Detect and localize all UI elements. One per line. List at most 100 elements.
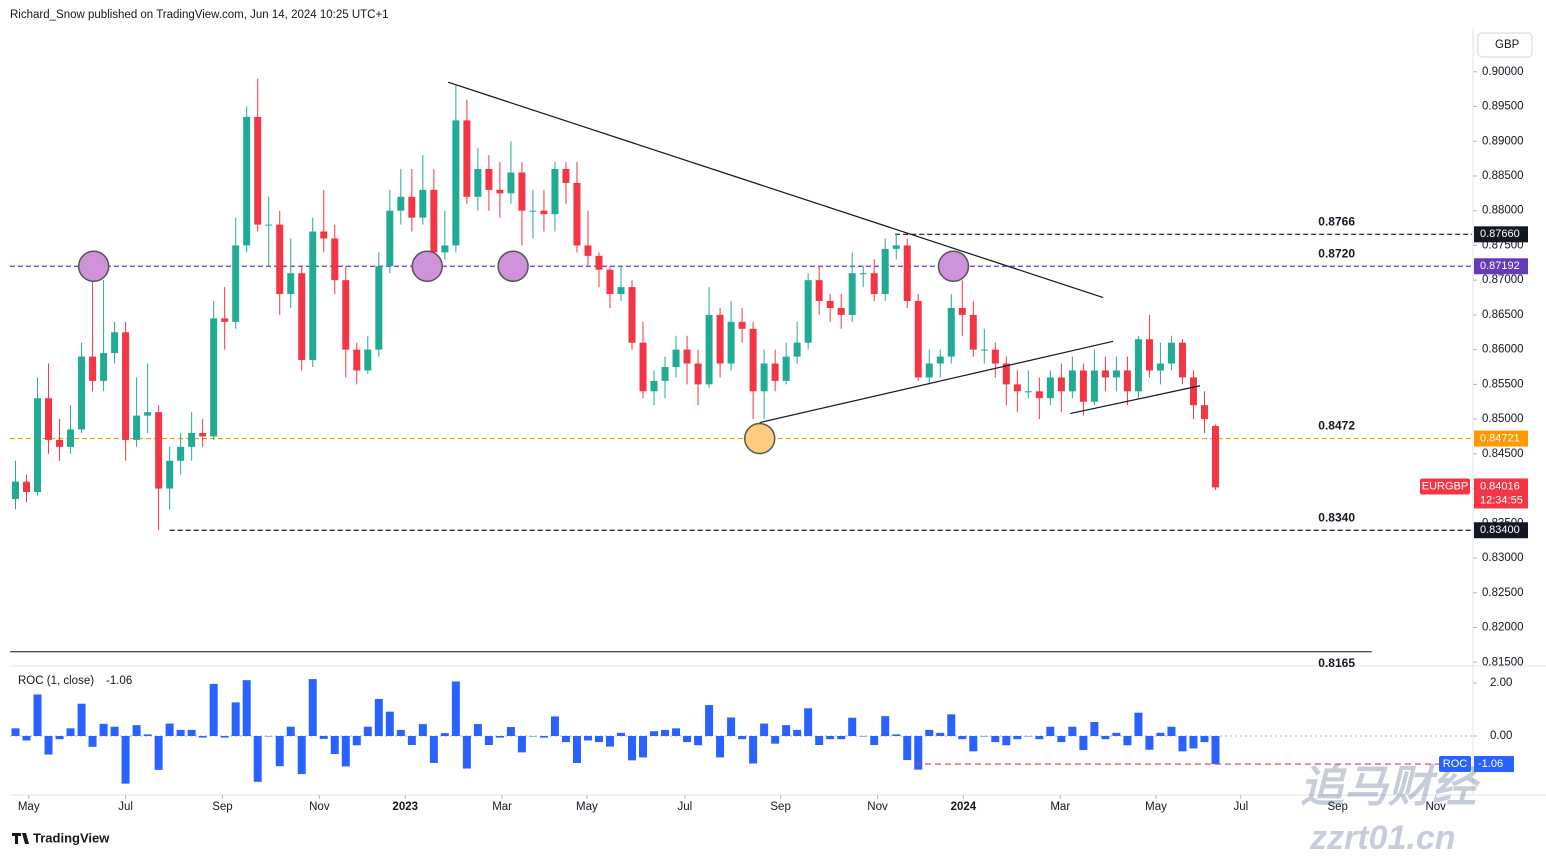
roc-bar <box>793 729 802 736</box>
level-label: 0.8766 <box>1318 214 1355 228</box>
roc-bar <box>881 716 890 736</box>
roc-bar <box>914 735 923 770</box>
roc-bar <box>1156 732 1165 736</box>
plot: 0.90000 0.89500 0.89000 0.88500 0.88000 0.875… <box>10 66 1528 813</box>
x-tick-label: May <box>18 801 40 813</box>
roc-bar <box>429 735 438 763</box>
candle-body <box>45 398 53 440</box>
roc-bar <box>760 723 769 736</box>
x-tick-label: May <box>1145 801 1167 813</box>
candle-body <box>672 349 680 367</box>
candle-body <box>353 349 361 371</box>
y-tick-label: 0.84500 <box>1482 448 1524 460</box>
roc-bar <box>980 735 989 737</box>
x-tick-label: Nov <box>867 801 888 813</box>
roc-bar <box>330 735 339 754</box>
roc-bar <box>88 735 97 747</box>
candle-body <box>683 349 691 364</box>
x-tick-label: Mar <box>492 801 512 813</box>
y-tick-label: 0.88500 <box>1482 170 1524 182</box>
candle-body <box>12 481 20 499</box>
roc-bar <box>396 729 405 736</box>
candle-body <box>1167 342 1175 364</box>
roc-bar <box>77 703 86 736</box>
candle-body <box>199 432 207 437</box>
candle-body <box>67 429 75 447</box>
roc-bar <box>1145 735 1154 750</box>
candle-body <box>859 273 867 275</box>
candle-body <box>1112 370 1120 378</box>
brand-logo <box>12 833 29 844</box>
currency-button[interactable] <box>1477 32 1533 58</box>
roc-bar <box>198 735 207 738</box>
roc-bar <box>727 717 736 736</box>
roc-bar <box>683 735 692 743</box>
candle-body <box>727 321 735 364</box>
roc-bar <box>539 735 548 738</box>
price-tag <box>1474 226 1528 243</box>
roc-bar <box>528 735 537 737</box>
candle-body <box>1024 391 1032 393</box>
roc-bar <box>22 735 31 741</box>
candle-body <box>958 307 966 315</box>
price-tag <box>1474 430 1528 447</box>
roc-bar <box>352 735 361 746</box>
roc-bar <box>1167 726 1176 736</box>
indicator-tag-label: ROC <box>1443 758 1468 770</box>
x-tick-label: Nov <box>1425 801 1446 813</box>
roc-bar <box>99 723 108 736</box>
roc-bar <box>826 735 835 740</box>
candle-body <box>826 301 834 308</box>
candle-body <box>925 363 933 378</box>
y-tick-label: 0.86500 <box>1482 309 1524 321</box>
candle-body <box>947 307 955 357</box>
roc-bar <box>628 735 637 761</box>
roc-bar <box>583 735 592 741</box>
y-tick-label: 0.81500 <box>1482 656 1524 668</box>
x-tick-label: May <box>576 801 598 813</box>
roc-bar <box>440 733 449 736</box>
symbol-label: EURGBP <box>1422 480 1468 492</box>
roc-bar <box>11 728 20 736</box>
roc-bar <box>1024 735 1033 737</box>
roc-bar <box>738 735 747 740</box>
level-label: 0.8472 <box>1318 419 1355 433</box>
candle-body <box>914 301 922 378</box>
candle-body <box>309 231 317 361</box>
roc-bar <box>209 683 218 736</box>
roc-bar <box>231 702 240 736</box>
y-tick-label: 2.00 <box>1490 677 1512 689</box>
roc-bar <box>319 735 328 739</box>
marker-circle <box>937 250 970 283</box>
currency[interactable]: GBP <box>1495 39 1520 51</box>
roc-bar <box>550 716 559 736</box>
candle-body <box>1145 339 1153 371</box>
roc-bar <box>110 726 119 736</box>
candle-body <box>1123 370 1131 392</box>
y-tick-label: 0.82000 <box>1482 622 1524 634</box>
candle-body <box>298 273 306 361</box>
marker-circle <box>77 250 110 283</box>
roc-bar <box>639 735 648 758</box>
roc-bar <box>154 735 163 770</box>
roc-bar <box>418 724 427 736</box>
trendline <box>759 340 1114 424</box>
marker-circle <box>743 422 776 455</box>
roc-bar <box>572 735 581 763</box>
roc-bar <box>33 694 42 736</box>
roc-bar <box>969 735 978 752</box>
candle-body <box>562 169 570 183</box>
roc-bar <box>1013 735 1022 740</box>
price-tag-label: 0.84721 <box>1480 432 1520 444</box>
roc-bar <box>815 735 824 745</box>
roc-bar <box>650 731 659 736</box>
roc-bar <box>694 735 703 746</box>
roc-bar <box>605 735 614 747</box>
candle-body <box>375 266 383 350</box>
candle-body <box>1002 363 1010 385</box>
roc-bar <box>1211 735 1220 765</box>
candle-body <box>1068 370 1076 392</box>
candle-body <box>78 356 86 430</box>
candle-body <box>760 363 768 392</box>
